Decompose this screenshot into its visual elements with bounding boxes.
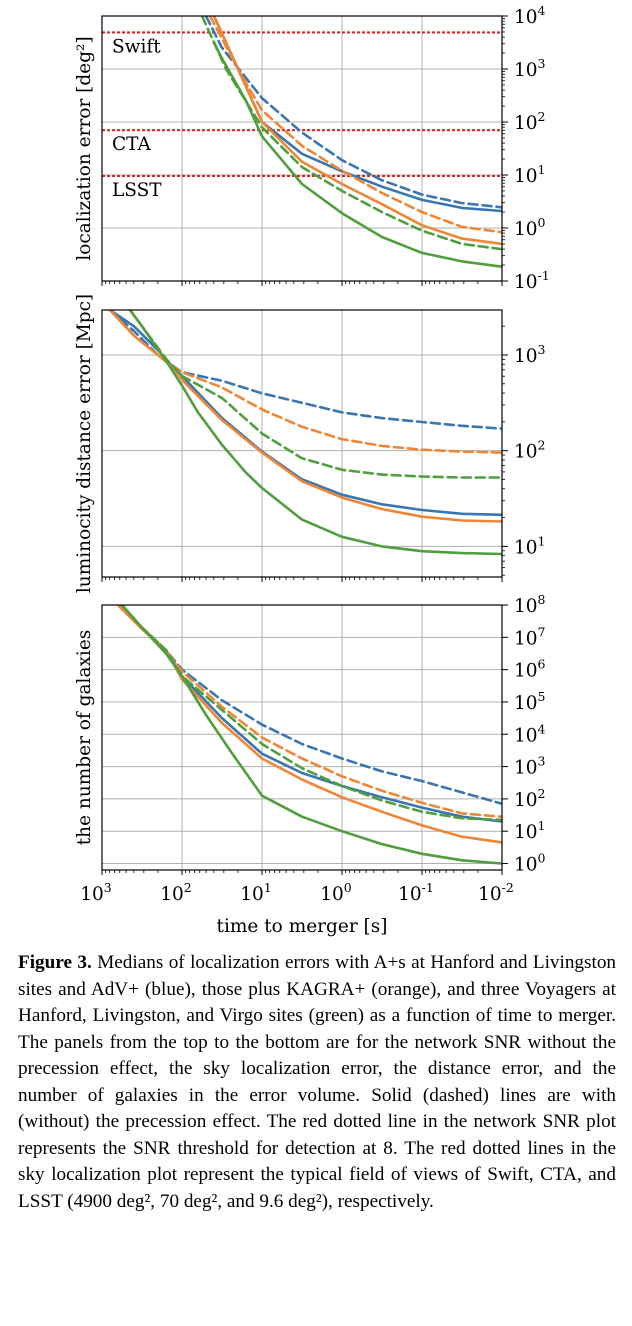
y-tick-label: 101 bbox=[514, 533, 546, 558]
y-axis-label: the number of galaxies bbox=[74, 630, 95, 846]
y-axis-label: localization error [deg²] bbox=[74, 36, 95, 260]
x-tick-label: 10-2 bbox=[478, 880, 514, 905]
threshold-label: CTA bbox=[112, 134, 151, 155]
panel-middle: 103 102 101 luminocity distance error [Mpc] bbox=[74, 294, 546, 593]
y-tick-label: 103 bbox=[514, 56, 546, 81]
series-line bbox=[212, 16, 502, 246]
y-tick-label: 108 bbox=[514, 592, 546, 617]
series-line bbox=[108, 310, 502, 523]
y-tick-label: 102 bbox=[514, 109, 546, 134]
series-line bbox=[108, 310, 502, 454]
y-tick-label: 106 bbox=[514, 657, 546, 682]
threshold-label: Swift bbox=[112, 36, 161, 57]
caption-label: Figure 3. bbox=[18, 952, 92, 973]
panel-top: Swift CTA LSST 104 103 102 101 100 10-1 localizat… bbox=[74, 3, 550, 293]
y-tick-label: 100 bbox=[514, 851, 546, 876]
y-tick-label: 101 bbox=[514, 818, 546, 843]
x-tick-label: 100 bbox=[320, 880, 352, 905]
series-line bbox=[208, 16, 502, 234]
series-line bbox=[212, 41, 502, 268]
x-tick-label: 103 bbox=[80, 880, 112, 905]
y-tick-label: 102 bbox=[514, 786, 546, 811]
threshold-label: LSST bbox=[112, 180, 162, 201]
y-tick-label: 102 bbox=[514, 438, 546, 463]
series-line bbox=[118, 605, 502, 806]
y-tick-label: 103 bbox=[514, 342, 546, 367]
y-tick-label: 103 bbox=[514, 754, 546, 779]
y-tick-label: 104 bbox=[514, 721, 546, 746]
axes-frame bbox=[101, 15, 503, 282]
x-tick-label: 10-1 bbox=[398, 880, 434, 905]
axes-frame bbox=[101, 309, 503, 578]
y-axis-label: luminocity distance error [Mpc] bbox=[74, 294, 95, 593]
x-axis-label: time to merger [s] bbox=[217, 916, 388, 937]
figure-3: Swift CTA LSST 104 103 102 101 100 10-1 localizat… bbox=[74, 3, 550, 937]
y-tick-label: 101 bbox=[514, 162, 546, 187]
y-tick-label: 105 bbox=[514, 689, 546, 714]
caption-text: Medians of localization errors with A+s … bbox=[18, 952, 617, 1212]
series-line bbox=[116, 605, 502, 844]
y-tick-label: 100 bbox=[514, 215, 546, 240]
y-tick-label: 107 bbox=[514, 624, 546, 649]
series-line bbox=[120, 605, 502, 865]
series-line bbox=[116, 605, 502, 818]
series-line bbox=[128, 310, 502, 479]
series-line bbox=[108, 310, 502, 430]
x-tick-label: 102 bbox=[160, 880, 192, 905]
y-tick-label: 104 bbox=[514, 3, 546, 28]
figure-caption: Figure 3. Medians of localization errors … bbox=[18, 950, 616, 1215]
series-line bbox=[128, 310, 502, 556]
axes-frame bbox=[101, 604, 503, 871]
y-tick-label: 10-1 bbox=[514, 268, 550, 293]
x-tick-label: 101 bbox=[240, 880, 272, 905]
panel-bottom: 108 107 106 105 104 103 102 101 100 the number of… bbox=[74, 592, 546, 937]
series-line bbox=[120, 605, 502, 822]
series-line bbox=[200, 16, 502, 251]
